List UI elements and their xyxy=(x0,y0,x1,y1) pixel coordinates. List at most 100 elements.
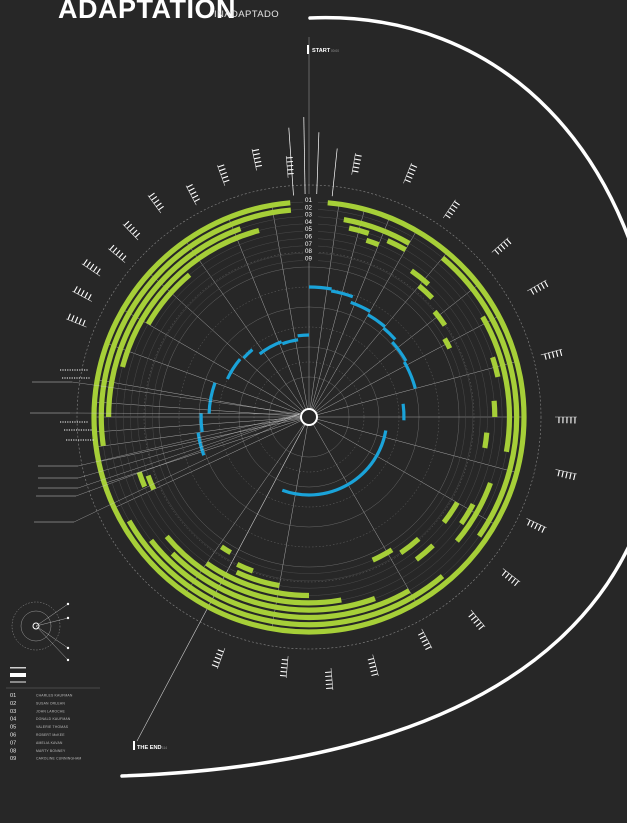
spoke-line xyxy=(185,240,310,418)
key-dot xyxy=(66,646,70,650)
key-leader xyxy=(35,625,69,649)
tick-comb-mark xyxy=(497,246,503,253)
green-arc-segment xyxy=(371,547,394,563)
tick-comb-mark xyxy=(83,259,88,266)
legend-number: 06 xyxy=(10,733,16,739)
green-arc-segment xyxy=(454,482,493,543)
tick-comb-mark xyxy=(78,318,82,325)
tick-comb-stem xyxy=(502,568,521,583)
green-arc-segment xyxy=(417,283,435,300)
spoke-line xyxy=(308,230,417,418)
green-arc-segment xyxy=(236,561,254,574)
tick-comb-mark xyxy=(279,674,287,677)
green-arc-segment xyxy=(170,551,376,613)
track-number: 05 xyxy=(305,226,312,233)
tick-comb-mark xyxy=(84,292,89,299)
legend-name: MARTY BONNEY xyxy=(36,749,66,753)
key-leader xyxy=(35,603,69,627)
tick-comb-mark xyxy=(501,570,507,577)
green-arc-segment xyxy=(348,225,370,236)
antenna-spike xyxy=(288,127,294,196)
spoke-line xyxy=(308,416,517,473)
tick-comb-mark xyxy=(115,249,121,256)
blue-arc-segment xyxy=(402,361,417,389)
tick-comb-mark xyxy=(252,149,260,152)
tick-comb-mark xyxy=(352,170,359,173)
blue-arc-segment xyxy=(281,430,388,497)
track-number: 02 xyxy=(305,204,312,211)
tick-comb-mark xyxy=(507,575,513,582)
tick-comb-mark xyxy=(286,156,293,159)
track-number: 06 xyxy=(305,234,312,241)
track-circle xyxy=(158,266,460,568)
annotation-leader xyxy=(71,381,301,415)
tick-comb-mark xyxy=(419,635,426,640)
annotation-leader xyxy=(69,412,301,415)
spoke-line xyxy=(97,379,310,418)
spoke-line xyxy=(149,272,310,418)
tick-comb-mark xyxy=(82,319,86,326)
track-circle xyxy=(238,346,380,488)
annotation-leader xyxy=(77,413,301,479)
tick-comb-mark xyxy=(407,171,415,176)
blue-arc-segment xyxy=(297,333,310,338)
end-label: THE END xyxy=(137,745,162,751)
green-arc-segment xyxy=(205,561,310,599)
tick-comb-mark xyxy=(445,214,451,219)
key-mid-ring xyxy=(20,610,52,642)
green-arc-segment xyxy=(136,471,148,488)
key-swatch-block xyxy=(10,673,26,677)
tick-comb-mark xyxy=(534,523,538,530)
tick-comb-mark xyxy=(280,666,288,669)
svg-text:00:00: 00:00 xyxy=(331,49,339,53)
tick-comb-mark xyxy=(541,526,546,533)
tick-comb-stem xyxy=(251,148,257,171)
tick-comb-mark xyxy=(213,660,220,664)
track-number: 09 xyxy=(305,255,312,262)
green-arc-segment xyxy=(343,217,411,246)
tick-comb-mark xyxy=(421,639,428,643)
blue-arc-segment xyxy=(391,341,408,362)
tick-comb-stem xyxy=(81,263,101,277)
tick-comb-mark xyxy=(561,470,564,478)
blue-arc-segment xyxy=(196,432,206,456)
tick-comb-mark xyxy=(190,191,197,195)
annotation-leader xyxy=(75,413,301,497)
blue-arc-segment xyxy=(207,382,217,414)
key-swatch-line xyxy=(10,667,26,669)
tick-comb-mark xyxy=(354,158,361,161)
tick-comb-stem xyxy=(185,185,197,206)
tick-comb-mark xyxy=(409,167,416,172)
track-circle xyxy=(268,376,350,458)
legend-number: 09 xyxy=(10,756,16,762)
green-arc-segment xyxy=(106,226,242,418)
tick-comb-mark xyxy=(511,577,516,584)
spoke-line xyxy=(228,217,310,418)
green-arc-segment xyxy=(480,315,513,453)
tick-comb-mark xyxy=(475,621,482,627)
tick-comb-mark xyxy=(527,519,531,526)
legend-number: 07 xyxy=(10,740,16,746)
legend-name: CAROLINE CUNNINGHAM xyxy=(36,757,81,761)
tick-comb-stem xyxy=(442,199,456,219)
tick-comb-mark xyxy=(447,210,454,216)
spoke-line xyxy=(96,416,310,448)
tick-comb-mark xyxy=(194,198,200,203)
tick-comb-stem xyxy=(540,348,563,356)
tick-comb-mark xyxy=(118,252,124,258)
green-arc-segment xyxy=(491,400,498,418)
key-leader xyxy=(35,625,69,661)
tick-comb-mark xyxy=(551,351,555,358)
tick-comb-mark xyxy=(134,232,141,238)
tick-comb-mark xyxy=(280,670,287,673)
tick-comb-mark xyxy=(353,166,360,169)
tick-comb-mark xyxy=(325,671,332,674)
tick-comb-mark xyxy=(132,229,138,235)
blue-arc-segment xyxy=(199,413,204,433)
legend-number: 03 xyxy=(10,709,16,715)
green-arc-segment xyxy=(98,207,292,447)
key-swatch-dash xyxy=(10,681,26,683)
tick-comb-stem xyxy=(122,223,139,241)
spoke-line xyxy=(308,315,499,418)
tick-comb-mark xyxy=(478,624,485,631)
